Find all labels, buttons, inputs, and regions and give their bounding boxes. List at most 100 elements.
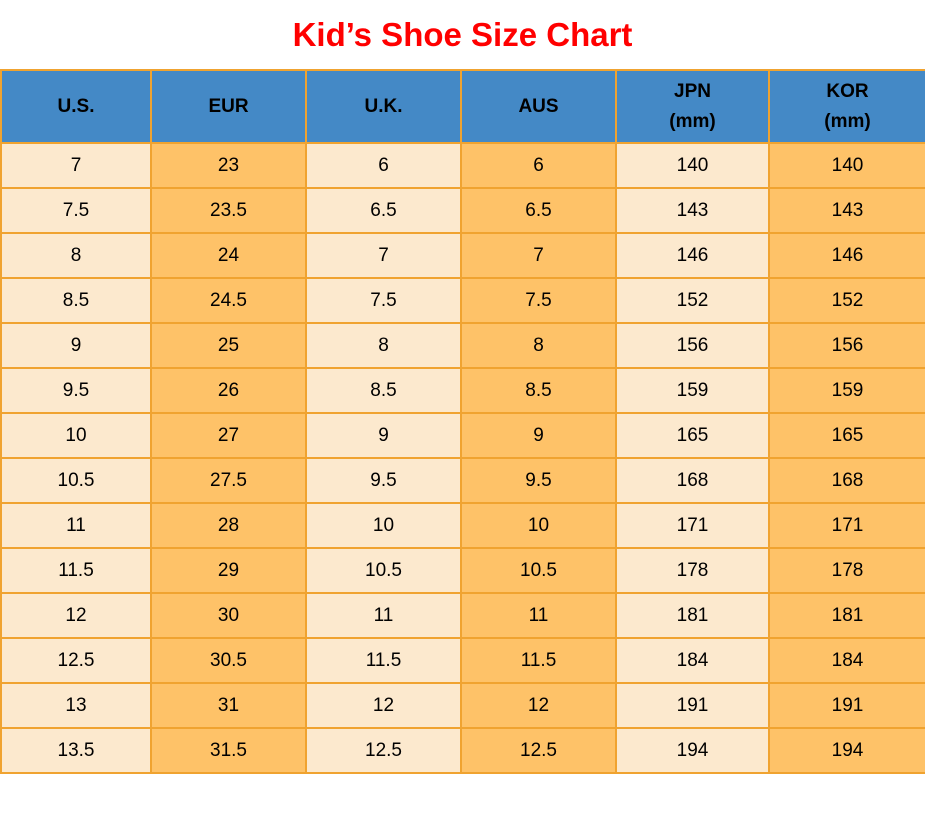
table-cell: 11.5 xyxy=(0,547,152,594)
table-cell: 6 xyxy=(305,142,462,189)
table-cell: 30 xyxy=(150,592,307,639)
table-cell: 8.5 xyxy=(0,277,152,324)
table-cell: 27.5 xyxy=(150,457,307,504)
table-cell: 11.5 xyxy=(460,637,617,684)
table-cell: 9.5 xyxy=(460,457,617,504)
table-cell: 152 xyxy=(768,277,925,324)
table-cell: 178 xyxy=(615,547,770,594)
table-cell: 12 xyxy=(0,592,152,639)
table-cell: 168 xyxy=(768,457,925,504)
table-cell: 12.5 xyxy=(0,637,152,684)
table-cell: 184 xyxy=(768,637,925,684)
table-cell: 152 xyxy=(615,277,770,324)
table-cell: 23 xyxy=(150,142,307,189)
table-header: U.S. EUR U.K. AUS JPN (mm) KOR (mm) xyxy=(0,69,925,144)
table-cell: 10 xyxy=(305,502,462,549)
table-cell: 181 xyxy=(768,592,925,639)
table-cell: 13.5 xyxy=(0,727,152,774)
table-cell: 184 xyxy=(615,637,770,684)
table-cell: 7.5 xyxy=(305,277,462,324)
table-cell: 181 xyxy=(615,592,770,639)
table-cell: 10.5 xyxy=(0,457,152,504)
table-cell: 30.5 xyxy=(150,637,307,684)
table-cell: 6 xyxy=(460,142,617,189)
table-cell: 25 xyxy=(150,322,307,369)
table-cell: 8.5 xyxy=(460,367,617,414)
table-row: 12.5 30.5 11.5 11.5 184 184 xyxy=(0,637,925,684)
table-row: 8.5 24.5 7.5 7.5 152 152 xyxy=(0,277,925,324)
column-header-kor-mm: KOR (mm) xyxy=(768,69,925,144)
table-cell: 29 xyxy=(150,547,307,594)
table-cell: 9 xyxy=(0,322,152,369)
table-row: 8 24 7 7 146 146 xyxy=(0,232,925,279)
table-cell: 9.5 xyxy=(0,367,152,414)
table-cell: 7 xyxy=(0,142,152,189)
column-header-unit: (mm) xyxy=(669,110,716,132)
table-cell: 24.5 xyxy=(150,277,307,324)
table-cell: 10.5 xyxy=(305,547,462,594)
table-cell: 28 xyxy=(150,502,307,549)
table-cell: 11 xyxy=(305,592,462,639)
table-cell: 178 xyxy=(768,547,925,594)
table-cell: 8 xyxy=(0,232,152,279)
table-cell: 156 xyxy=(615,322,770,369)
table-cell: 146 xyxy=(768,232,925,279)
table-cell: 171 xyxy=(615,502,770,549)
table-cell: 165 xyxy=(768,412,925,459)
table-cell: 9 xyxy=(460,412,617,459)
table-cell: 168 xyxy=(615,457,770,504)
page-title: Kid’s Shoe Size Chart xyxy=(292,16,633,53)
table-cell: 31 xyxy=(150,682,307,729)
table-cell: 140 xyxy=(768,142,925,189)
table-cell: 159 xyxy=(615,367,770,414)
table-row: 10 27 9 9 165 165 xyxy=(0,412,925,459)
table-cell: 140 xyxy=(615,142,770,189)
column-header-jpn-mm: JPN (mm) xyxy=(615,69,770,144)
table-cell: 143 xyxy=(615,187,770,234)
table-cell: 7 xyxy=(460,232,617,279)
table-cell: 10 xyxy=(460,502,617,549)
column-header-u-k: U.K. xyxy=(305,69,462,144)
table-cell: 31.5 xyxy=(150,727,307,774)
table-cell: 27 xyxy=(150,412,307,459)
table-cell: 12.5 xyxy=(460,727,617,774)
table-row: 13 31 12 12 191 191 xyxy=(0,682,925,729)
table-body: 7 23 6 6 140 140 7.5 23.5 6.5 6.5 143 143 8 24 7 7 146 14… xyxy=(0,142,925,774)
table-cell: 24 xyxy=(150,232,307,279)
table-cell: 194 xyxy=(615,727,770,774)
table-cell: 9 xyxy=(305,412,462,459)
table-cell: 191 xyxy=(768,682,925,729)
table-row: 13.5 31.5 12.5 12.5 194 194 xyxy=(0,727,925,774)
table-cell: 191 xyxy=(615,682,770,729)
column-header-unit: (mm) xyxy=(824,110,871,132)
table-row: 12 30 11 11 181 181 xyxy=(0,592,925,639)
table-cell: 12 xyxy=(460,682,617,729)
table-row: 10.5 27.5 9.5 9.5 168 168 xyxy=(0,457,925,504)
table-cell: 8 xyxy=(460,322,617,369)
table-cell: 7.5 xyxy=(460,277,617,324)
table-row: 11 28 10 10 171 171 xyxy=(0,502,925,549)
table-cell: 11.5 xyxy=(305,637,462,684)
table-cell: 159 xyxy=(768,367,925,414)
table-cell: 9.5 xyxy=(305,457,462,504)
table-cell: 12 xyxy=(305,682,462,729)
column-header-aus: AUS xyxy=(460,69,617,144)
column-header-eur: EUR xyxy=(150,69,307,144)
table-cell: 165 xyxy=(615,412,770,459)
table-cell: 194 xyxy=(768,727,925,774)
table-row: 9 25 8 8 156 156 xyxy=(0,322,925,369)
table-row: 7 23 6 6 140 140 xyxy=(0,142,925,189)
table-row: 7.5 23.5 6.5 6.5 143 143 xyxy=(0,187,925,234)
table-cell: 156 xyxy=(768,322,925,369)
table-cell: 6.5 xyxy=(305,187,462,234)
table-cell: 26 xyxy=(150,367,307,414)
table-row: 11.5 29 10.5 10.5 178 178 xyxy=(0,547,925,594)
table-cell: 10.5 xyxy=(460,547,617,594)
table-cell: 6.5 xyxy=(460,187,617,234)
table-cell: 8 xyxy=(305,322,462,369)
table-cell: 7.5 xyxy=(0,187,152,234)
shoe-size-table: U.S. EUR U.K. AUS JPN (mm) KOR (mm) 7 23 6 6 140 140… xyxy=(0,69,925,774)
table-cell: 12.5 xyxy=(305,727,462,774)
column-header-u-s: U.S. xyxy=(0,69,152,144)
